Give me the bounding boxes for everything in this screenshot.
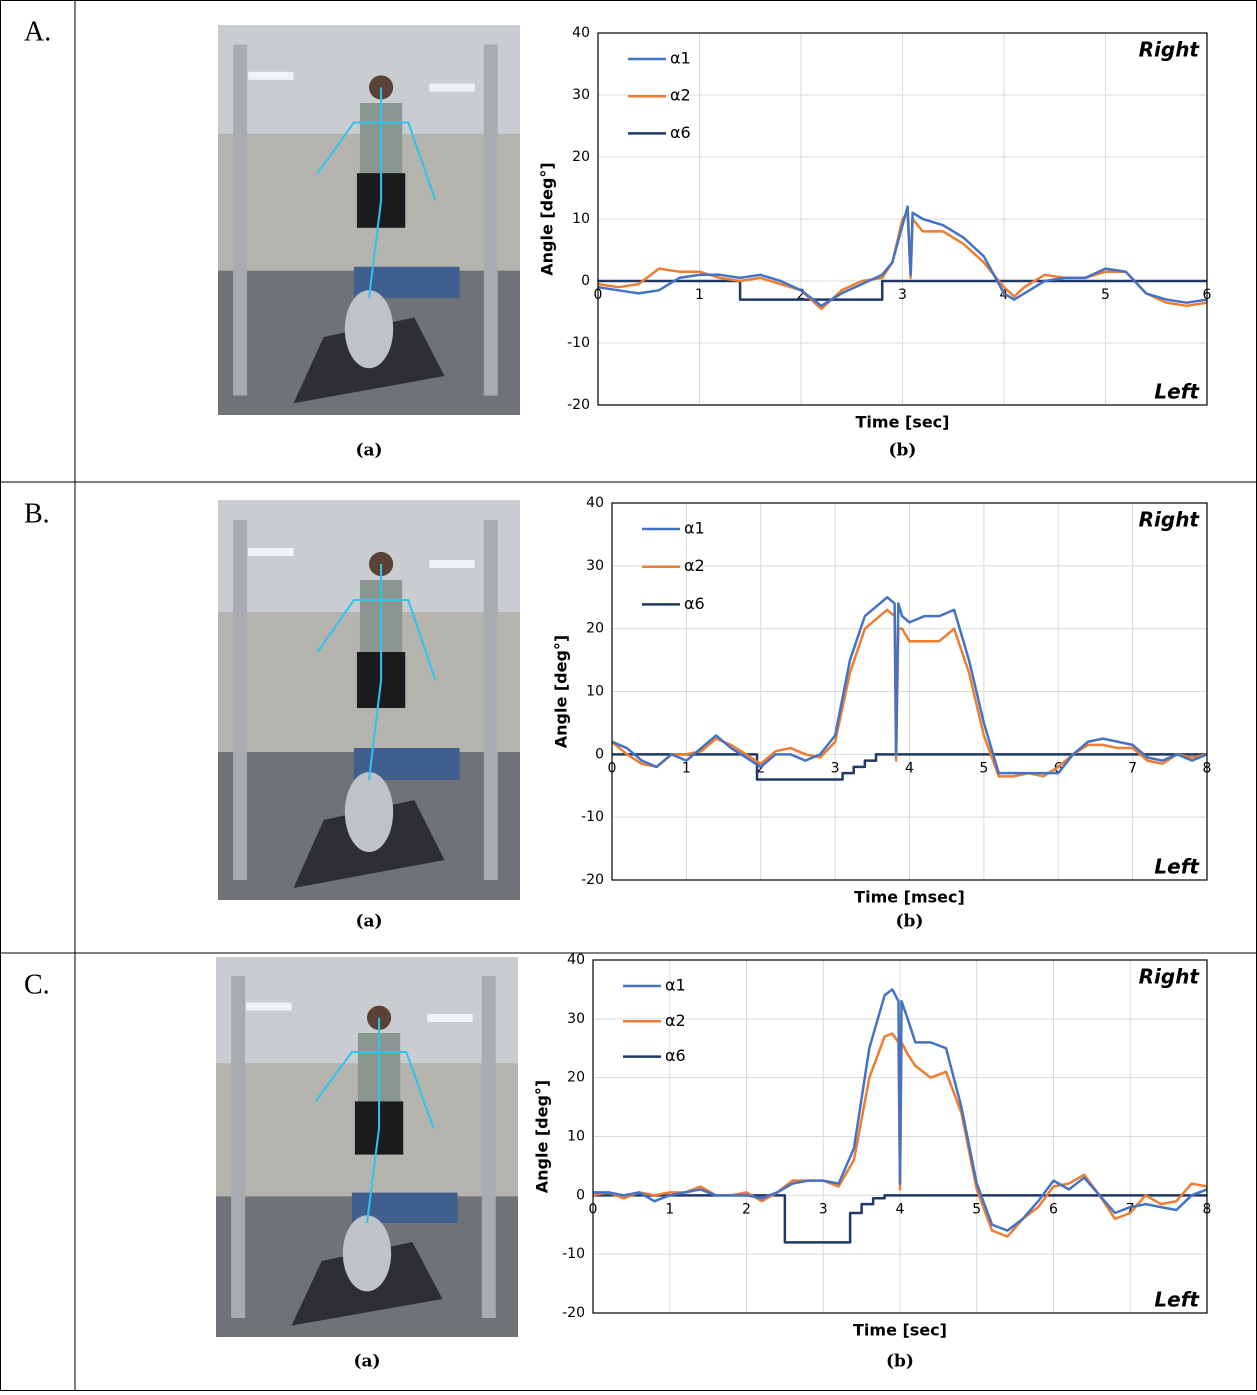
y-tick-label: 20 xyxy=(572,149,590,165)
x-tick-label: 3 xyxy=(831,760,840,776)
x-tick-label: 5 xyxy=(979,760,988,776)
x-tick-label: 5 xyxy=(1101,287,1110,303)
x-tick-label: 6 xyxy=(1049,1201,1058,1217)
caption: (a) xyxy=(355,441,382,461)
machine xyxy=(345,772,393,852)
light xyxy=(429,560,474,568)
caption: (a) xyxy=(355,912,382,932)
x-tick-label: 3 xyxy=(819,1201,828,1217)
y-tick-label: -10 xyxy=(567,335,590,351)
legend-label: α6 xyxy=(670,123,691,142)
x-tick-label: 3 xyxy=(898,287,907,303)
post xyxy=(484,45,498,396)
legend-label: α2 xyxy=(665,1011,686,1030)
annotation: Left xyxy=(1154,855,1200,879)
photo xyxy=(216,957,518,1337)
caption: (b) xyxy=(889,441,917,461)
photo xyxy=(218,25,520,415)
legend-label: α2 xyxy=(684,556,705,575)
annotation: Left xyxy=(1154,380,1200,404)
y-axis-title: Angle [deg°] xyxy=(538,162,557,276)
y-tick-label: 20 xyxy=(567,1070,585,1086)
y-tick-label: 30 xyxy=(567,1011,585,1027)
y-tick-label: 0 xyxy=(581,273,590,289)
post xyxy=(233,520,247,880)
light xyxy=(427,1014,472,1022)
row-label: B. xyxy=(24,498,50,529)
annotation: Right xyxy=(1139,965,1201,989)
post xyxy=(482,976,496,1318)
light xyxy=(248,548,293,556)
figure: A.(a)(b)B.(a)(b)C.(a)(b)-20-100102030400… xyxy=(0,0,1257,1391)
y-axis-title: Angle [deg°] xyxy=(552,635,571,749)
row-label: C. xyxy=(24,969,50,1000)
y-tick-label: 10 xyxy=(572,211,590,227)
caption: (b) xyxy=(886,1352,914,1372)
legend-label: α1 xyxy=(670,49,691,68)
x-tick-label: 5 xyxy=(972,1201,981,1217)
machine xyxy=(343,1215,391,1291)
row-label: A. xyxy=(24,16,51,47)
y-tick-label: -20 xyxy=(562,1305,585,1321)
y-tick-label: 0 xyxy=(576,1187,585,1203)
y-tick-label: 40 xyxy=(586,495,604,511)
annotation: Left xyxy=(1154,1288,1200,1312)
annotation: Right xyxy=(1139,508,1201,532)
post xyxy=(233,45,247,396)
annotation: Right xyxy=(1139,38,1201,62)
light xyxy=(248,72,293,80)
x-axis-title: Time [msec] xyxy=(854,888,965,907)
y-tick-label: -20 xyxy=(567,397,590,413)
y-tick-label: 10 xyxy=(586,684,604,700)
light xyxy=(246,1003,291,1011)
y-tick-label: 0 xyxy=(595,746,604,762)
caption: (a) xyxy=(353,1352,380,1372)
x-tick-label: 7 xyxy=(1128,760,1137,776)
y-tick-label: 20 xyxy=(586,621,604,637)
light xyxy=(429,84,474,92)
y-tick-label: 30 xyxy=(586,558,604,574)
legend-label: α6 xyxy=(684,594,705,613)
y-tick-label: -10 xyxy=(581,809,604,825)
caption: (b) xyxy=(896,912,924,932)
y-tick-label: -10 xyxy=(562,1246,585,1262)
post xyxy=(484,520,498,880)
x-tick-label: 1 xyxy=(665,1201,674,1217)
x-axis-title: Time [sec] xyxy=(856,413,950,432)
legend-label: α1 xyxy=(684,519,705,538)
x-axis-title: Time [sec] xyxy=(853,1321,947,1340)
y-tick-label: 30 xyxy=(572,87,590,103)
machine xyxy=(345,290,393,368)
x-tick-label: 1 xyxy=(695,287,704,303)
y-tick-label: 10 xyxy=(567,1129,585,1145)
y-tick-label: -20 xyxy=(581,872,604,888)
y-axis-title: Angle [deg°] xyxy=(533,1080,552,1194)
legend-label: α6 xyxy=(665,1046,686,1065)
y-tick-label: 40 xyxy=(572,25,590,41)
x-tick-label: 4 xyxy=(896,1201,905,1217)
photo xyxy=(218,500,520,900)
y-tick-label: 40 xyxy=(567,952,585,968)
post xyxy=(231,976,245,1318)
legend-label: α2 xyxy=(670,86,691,105)
x-tick-label: 4 xyxy=(905,760,914,776)
x-tick-label: 1 xyxy=(682,760,691,776)
x-tick-label: 2 xyxy=(742,1201,751,1217)
legend-label: α1 xyxy=(665,976,686,995)
